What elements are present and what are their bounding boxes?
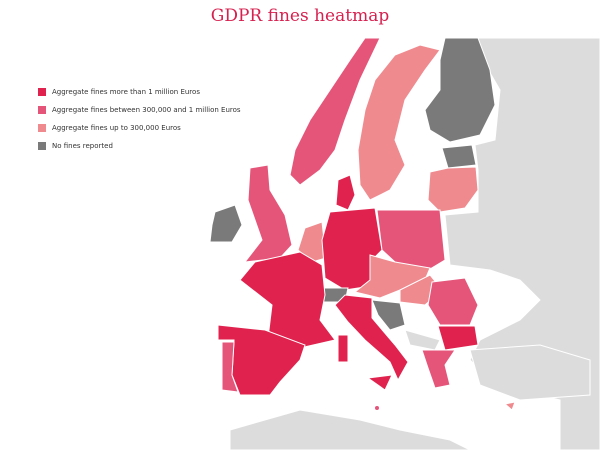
estonia	[441, 144, 477, 169]
legend-swatch	[38, 88, 46, 96]
ireland	[209, 204, 243, 243]
legend-swatch	[38, 124, 46, 132]
legend-label: Aggregate fines more than 1 million Euro…	[52, 88, 200, 96]
italy	[334, 294, 409, 382]
title: GDPR fines heatmap	[211, 6, 390, 26]
baltics	[427, 166, 479, 213]
legend-label: Aggregate fines between 300,000 and 1 mi…	[52, 106, 241, 114]
portugal	[221, 341, 239, 393]
norway	[289, 37, 381, 186]
benelux	[297, 221, 327, 263]
legend-swatch	[38, 142, 46, 150]
finland	[424, 37, 496, 143]
sicily	[366, 374, 393, 391]
non-eu-land	[229, 37, 600, 450]
legend: Aggregate fines more than 1 million Euro…	[38, 88, 241, 150]
romania	[427, 277, 479, 326]
legend-label: No fines reported	[52, 142, 113, 150]
cyprus	[503, 401, 516, 411]
sardinia	[337, 334, 349, 363]
legend-label: Aggregate fines up to 300,000 Euros	[52, 124, 181, 132]
bulgaria	[437, 325, 479, 351]
greece	[421, 349, 456, 389]
legend-swatch	[38, 106, 46, 114]
france	[239, 251, 336, 349]
denmark	[335, 174, 356, 211]
croatia	[371, 299, 406, 331]
spain	[217, 324, 306, 396]
malta	[374, 405, 380, 411]
sweden	[357, 44, 441, 201]
